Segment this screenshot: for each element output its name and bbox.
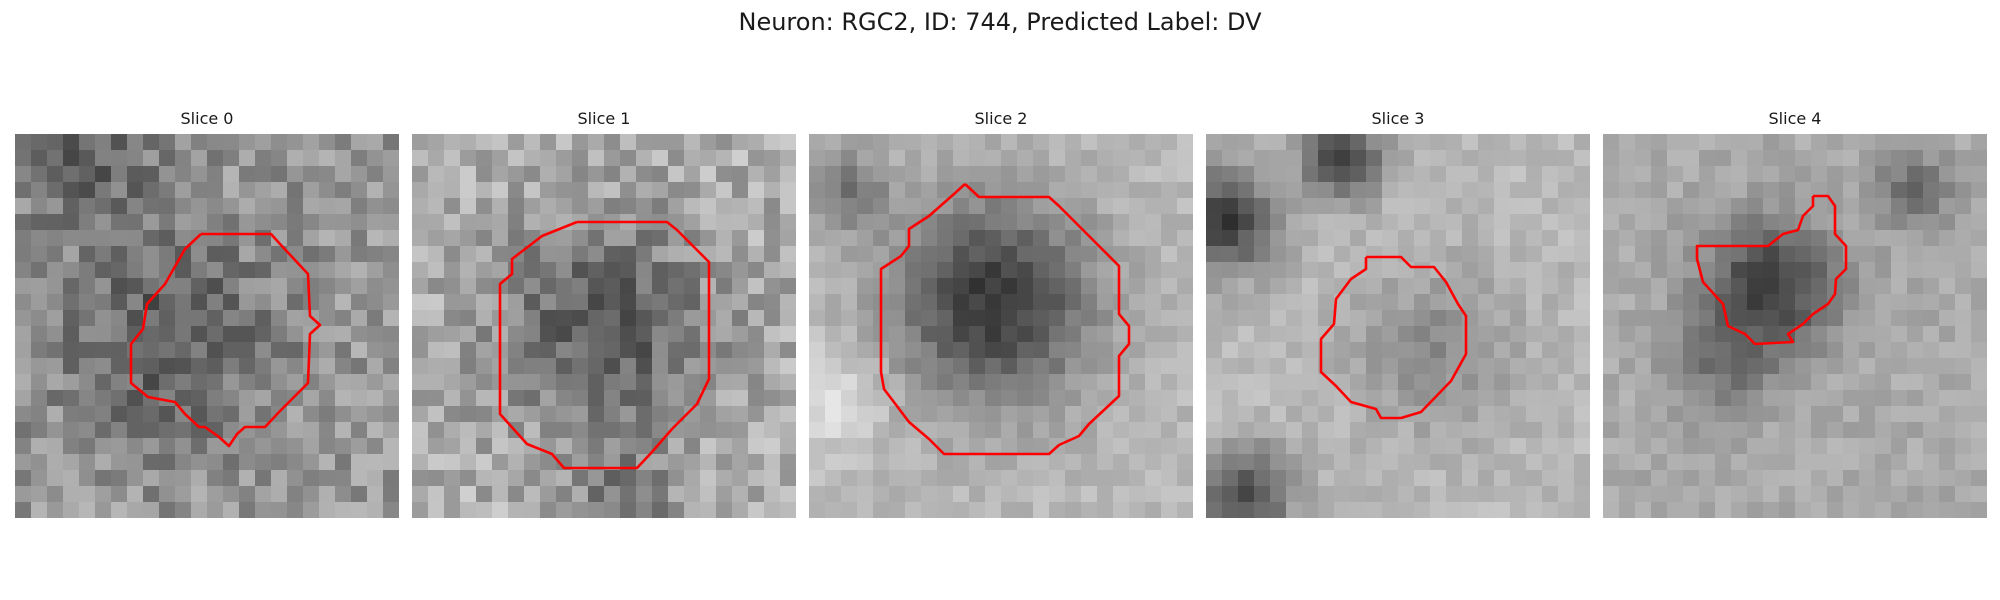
figure-title: Neuron: RGC2, ID: 744, Predicted Label: … bbox=[738, 8, 1262, 36]
slice-title-3: Slice 3 bbox=[1371, 109, 1425, 128]
slice-image-2 bbox=[809, 134, 1193, 518]
slice-title-1: Slice 1 bbox=[577, 109, 631, 128]
cell-contour-1 bbox=[498, 220, 711, 470]
slice-title-2: Slice 2 bbox=[974, 109, 1028, 128]
cell-contour-0 bbox=[129, 232, 322, 448]
slice-panel-0: Slice 0 bbox=[15, 108, 399, 518]
slice-image-1 bbox=[412, 134, 796, 518]
cell-contour-3 bbox=[1319, 255, 1468, 420]
slice-panel-2: Slice 2 bbox=[809, 108, 1193, 518]
slice-image-0 bbox=[15, 134, 399, 518]
slice-image-4 bbox=[1603, 134, 1987, 518]
slice-panel-3: Slice 3 bbox=[1206, 108, 1590, 518]
slice-panel-4: Slice 4 bbox=[1603, 108, 1987, 518]
cell-contour-2 bbox=[879, 183, 1131, 456]
cell-contour-4 bbox=[1695, 194, 1848, 346]
slice-title-0: Slice 0 bbox=[180, 109, 234, 128]
slice-image-3 bbox=[1206, 134, 1590, 518]
slice-title-4: Slice 4 bbox=[1768, 109, 1822, 128]
slice-panel-1: Slice 1 bbox=[412, 108, 796, 518]
